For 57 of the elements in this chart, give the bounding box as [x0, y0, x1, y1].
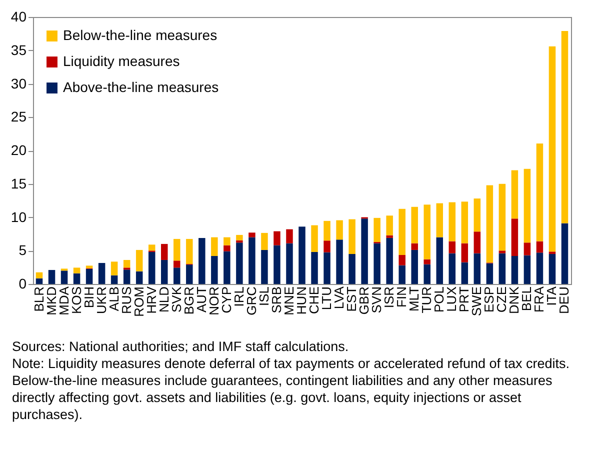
x-tick-label: BGR: [181, 286, 196, 315]
y-tick-label: 10: [10, 208, 27, 225]
x-tick-label: RUS: [118, 286, 134, 314]
x-tick-label: ISL: [256, 286, 272, 306]
x-tick-label: CYP: [218, 286, 234, 314]
x-tick-label: GRC: [244, 286, 259, 316]
x-tick-label: MKD: [44, 286, 59, 316]
x-tick-label: MNE: [281, 286, 296, 316]
x-tick-label: PRT: [456, 286, 472, 312]
x-tick-label: FRA: [532, 286, 547, 312]
x-tick-label: ESP: [482, 286, 497, 313]
y-tick-label: 0: [18, 276, 27, 292]
x-tick-label: TUR: [419, 286, 434, 314]
y-tick-label: 15: [10, 175, 27, 192]
x-tick-label: CZE: [494, 286, 510, 312]
x-tick-label: ROM: [131, 286, 146, 317]
y-tick-label: 35: [10, 42, 27, 58]
x-tick-label: UKR: [94, 286, 109, 314]
x-tick-label: POL: [432, 286, 447, 313]
text: Note: Liquidity measures denote deferral of tax payments or accelerated refund of tax credits. Below-the-line measures include guarantees, contingent liabilities and any other measures directly affecting govt. assets and liabilities (e.g. govt. loans, equity injections or asset purchases).: [12, 355, 571, 423]
x-tick-label: HUN: [294, 286, 309, 315]
x-tick-label: LTU: [319, 286, 334, 310]
x-tick-label: EST: [344, 286, 360, 312]
x-tick-label: GBR: [356, 286, 372, 315]
x-tick-label: MLT: [406, 286, 422, 312]
x-tick-label: IRL: [231, 286, 246, 307]
y-tick-label: 25: [10, 108, 27, 125]
x-tick-label: LVA: [332, 286, 347, 310]
x-tick-label: BEL: [519, 286, 534, 312]
x-tick-label: BIH: [81, 286, 96, 308]
y-tick-label: 5: [18, 242, 27, 258]
x-tick-label: ALB: [106, 286, 122, 312]
x-tick-label: SVK: [168, 286, 184, 313]
x-tick-label: DEU: [556, 286, 572, 314]
x-tick-label: KOS: [68, 286, 84, 314]
x-tick-label: NLD: [156, 286, 172, 313]
x-tick-label: LUX: [444, 286, 460, 312]
x-tick-label: SVN: [369, 286, 384, 314]
x-tick-label: ITA: [544, 286, 560, 306]
x-tick-label: FIN: [394, 286, 410, 308]
legend-label: Below-the-line measures: [63, 27, 218, 43]
x-tick-label: ISR: [382, 286, 397, 308]
source-note: Sources: National authorities; and IMF staff calculations.: [12, 338, 350, 355]
x-tick-label: HRV: [144, 286, 159, 314]
x-tick-label: BLR: [31, 286, 46, 312]
x-tick-label: SRB: [268, 286, 284, 314]
y-tick-label: 30: [10, 75, 27, 92]
x-tick-label: SWE: [469, 286, 484, 316]
x-tick-label: DNK: [506, 286, 522, 314]
x-tick-label: MDA: [56, 286, 72, 316]
x-tick-label: AUT: [194, 286, 209, 312]
x-tick-label: NOR: [206, 286, 222, 316]
legend-label: Above-the-line measures: [63, 79, 219, 95]
y-tick-label: 40: [10, 8, 27, 24]
legend-label: Liquidity measures: [63, 53, 180, 69]
y-tick-label: 20: [10, 142, 27, 158]
x-tick-label: CHE: [306, 286, 322, 314]
